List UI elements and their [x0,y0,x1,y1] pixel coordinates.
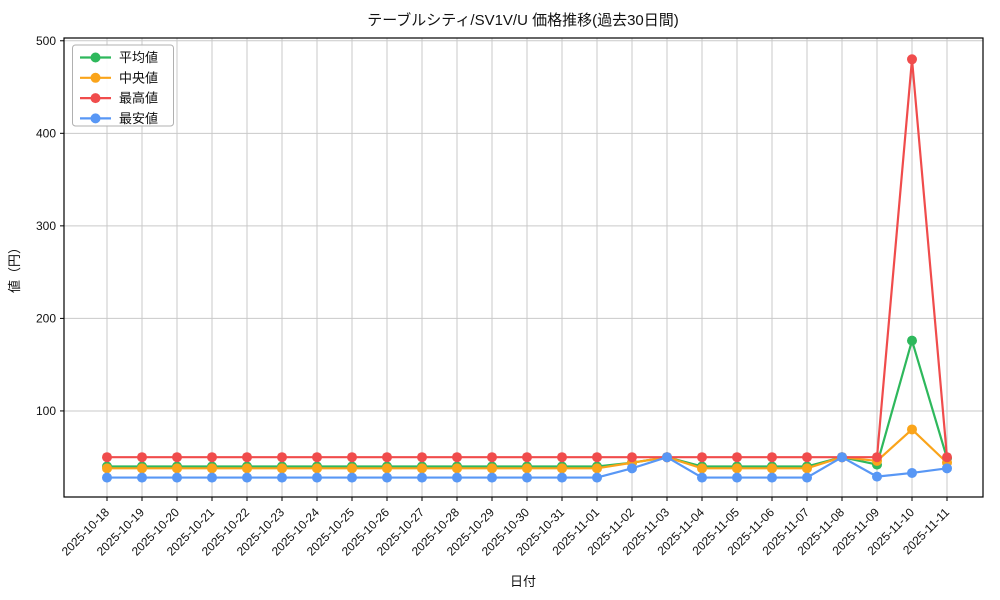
point-median-3 [207,463,217,474]
point-max-5 [277,452,287,463]
point-min-11 [487,472,497,483]
point-max-11 [487,452,497,463]
point-min-2 [172,472,182,483]
point-max-0 [102,452,112,463]
point-max-19 [767,452,777,463]
legend-marker-min [90,113,101,124]
point-min-4 [242,472,252,483]
legend-marker-average [90,52,101,63]
point-max-23 [907,54,917,65]
point-max-22 [872,452,882,463]
plot-border [63,37,984,498]
point-max-1 [137,452,147,463]
point-min-1 [137,472,147,483]
point-median-12 [522,463,532,474]
point-min-18 [732,472,742,483]
point-median-4 [242,463,252,474]
point-min-7 [347,472,357,483]
y-tick-label: 100 [36,404,56,418]
point-min-9 [417,472,427,483]
point-min-8 [382,472,392,483]
point-min-12 [522,472,532,483]
point-min-22 [872,471,882,482]
point-min-23 [907,467,917,478]
point-min-19 [767,472,777,483]
point-max-2 [172,452,182,463]
point-median-2 [172,463,182,474]
point-min-24 [942,463,952,474]
point-median-18 [732,463,742,474]
point-min-6 [312,472,322,483]
legend-item-median: 中央値 [80,70,158,85]
point-median-17 [697,463,707,474]
point-min-20 [802,472,812,483]
legend-item-average: 平均値 [80,50,158,65]
series-max [102,54,952,463]
point-max-18 [732,452,742,463]
y-tick-label: 400 [36,126,56,140]
point-max-9 [417,452,427,463]
legend-item-max: 最高値 [80,91,158,106]
series-min [102,452,952,483]
legend-box [72,44,174,127]
point-max-7 [347,452,357,463]
data-series [102,54,952,483]
point-max-6 [312,452,322,463]
point-median-13 [557,463,567,474]
point-median-20 [802,463,812,474]
point-max-4 [242,452,252,463]
point-min-5 [277,472,287,483]
y-axis-label: 値（円） [7,241,22,293]
point-min-17 [697,472,707,483]
legend-marker-max [90,93,101,104]
point-min-13 [557,472,567,483]
point-median-9 [417,463,427,474]
point-average-23 [907,335,917,346]
point-max-24 [942,452,952,463]
point-min-16 [662,452,672,463]
gridlines [64,38,983,497]
point-max-3 [207,452,217,463]
y-tick-label: 500 [36,34,56,48]
point-max-12 [522,452,532,463]
point-min-14 [592,472,602,483]
point-max-10 [452,452,462,463]
point-min-21 [837,452,847,463]
legend-item-min: 最安値 [80,111,158,126]
point-median-7 [347,463,357,474]
point-median-23 [907,424,917,435]
x-axis-label: 日付 [510,574,536,589]
point-median-10 [452,463,462,474]
point-median-11 [487,463,497,474]
point-median-5 [277,463,287,474]
point-median-6 [312,463,322,474]
point-max-20 [802,452,812,463]
point-median-8 [382,463,392,474]
point-min-0 [102,472,112,483]
point-min-3 [207,472,217,483]
legend-label-average: 平均値 [119,50,158,65]
point-max-17 [697,452,707,463]
point-median-19 [767,463,777,474]
point-max-14 [592,452,602,463]
point-median-14 [592,463,602,474]
series-median [102,424,952,474]
legend-marker-median [90,72,101,83]
y-tick-label: 200 [36,311,56,325]
point-max-8 [382,452,392,463]
y-tick-label: 300 [36,219,56,233]
chart-title: テーブルシティ/SV1V/U 価格推移(過去30日間) [367,11,679,29]
legend-label-max: 最高値 [119,91,158,106]
legend-label-min: 最安値 [119,111,158,126]
point-median-0 [102,463,112,474]
point-max-15 [627,452,637,463]
legend-label-median: 中央値 [119,70,158,85]
point-min-10 [452,472,462,483]
point-median-1 [137,463,147,474]
point-max-13 [557,452,567,463]
point-min-15 [627,463,637,474]
